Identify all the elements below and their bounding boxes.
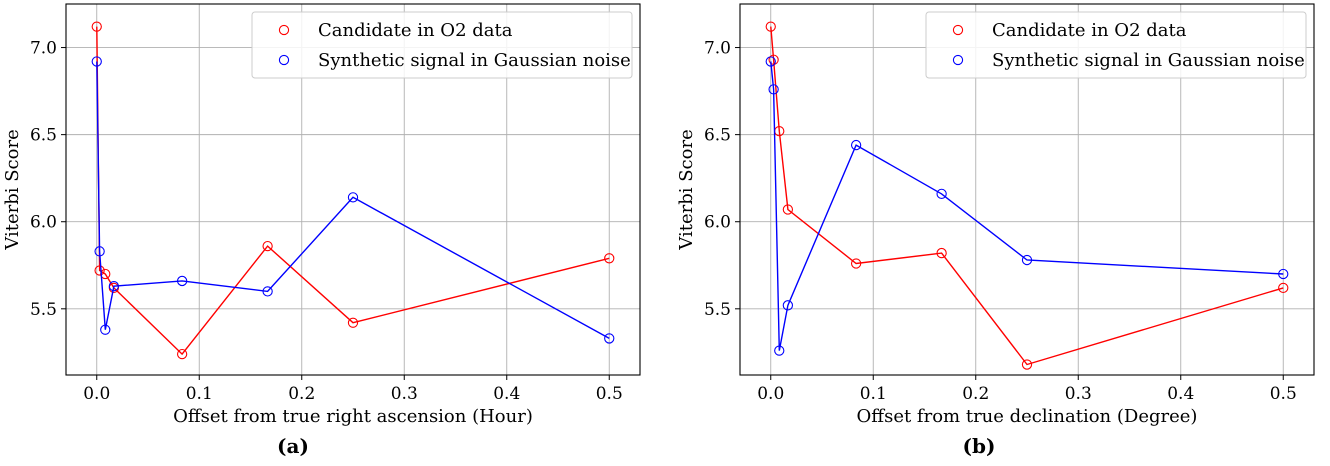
data-point	[94, 265, 105, 276]
x-tick-label: 0.5	[1270, 384, 1297, 404]
x-tick-label: 0.1	[860, 384, 887, 404]
y-tick-label: 6.0	[704, 213, 731, 233]
series-line-synthetic	[96, 61, 610, 340]
data-point	[91, 21, 102, 32]
data-point	[774, 345, 785, 356]
legend-marker	[278, 54, 290, 66]
x-tick-label: 0.4	[1167, 384, 1194, 404]
y-axis-label: Viterbi Score	[676, 129, 697, 250]
panel-caption-a: (a)	[277, 434, 309, 458]
data-point	[1278, 282, 1289, 294]
data-point	[850, 139, 862, 151]
x-tick-label: 0.4	[493, 384, 520, 404]
x-axis-label: Offset from true declination (Degree)	[857, 406, 1198, 427]
y-tick-label: 6.5	[704, 126, 731, 146]
data-point	[347, 317, 359, 328]
chart-panel-a: 0.0 0.1 0.2 0.3 0.4 0.5 5.5 6.0 6.5 7.0 Offset fro…	[2, 3, 641, 427]
data-point	[1021, 254, 1033, 266]
y-axis-label: Viterbi Score	[2, 129, 23, 250]
series-line-candidate	[770, 26, 1284, 366]
data-point	[604, 333, 615, 344]
legend-box	[925, 11, 1307, 79]
data-point	[91, 56, 102, 67]
data-point	[100, 324, 111, 335]
legend-label: Synthetic signal in Gaussian noise	[318, 50, 631, 71]
series-line-synthetic	[770, 61, 1284, 351]
data-point	[765, 56, 776, 67]
y-tick-label: 5.5	[704, 300, 731, 320]
data-point	[850, 258, 862, 269]
legend-box	[251, 11, 633, 79]
data-point	[347, 192, 359, 203]
legend-label: Candidate in O2 data	[992, 20, 1187, 41]
data-point	[262, 286, 273, 297]
x-tick-label: 0.5	[596, 384, 623, 404]
y-tick-label: 7.0	[30, 39, 57, 59]
data-point	[94, 246, 105, 257]
data-point	[1021, 359, 1033, 370]
y-tick-label: 7.0	[704, 39, 731, 59]
legend: Candidate in O2 data Synthetic signal in …	[251, 11, 633, 79]
x-tick-label: 0.3	[391, 384, 418, 404]
data-point	[604, 253, 615, 264]
legend-marker	[278, 24, 290, 36]
data-point	[176, 275, 188, 287]
data-point	[176, 348, 188, 360]
data-point	[108, 281, 120, 292]
data-point	[782, 204, 794, 215]
legend: Candidate in O2 data Synthetic signal in …	[925, 11, 1307, 79]
data-point	[768, 54, 779, 65]
axes-frame	[65, 3, 641, 376]
legend-marker	[952, 54, 964, 66]
legend-label: Candidate in O2 data	[318, 20, 513, 41]
data-point	[768, 84, 779, 95]
data-point	[936, 247, 947, 259]
chart-panel-b: 0.0 0.1 0.2 0.3 0.4 0.5 5.5 6.0 6.5 7.0 Offset fro…	[676, 3, 1315, 427]
x-tick-label: 0.3	[1065, 384, 1092, 404]
x-tick-label: 0.0	[83, 384, 110, 404]
y-tick-label: 6.5	[30, 126, 57, 146]
data-point	[1278, 268, 1289, 280]
legend-label: Synthetic signal in Gaussian noise	[992, 50, 1305, 71]
data-point	[765, 21, 776, 32]
x-axis-label: Offset from true right ascension (Hour)	[173, 406, 533, 427]
x-tick-label: 0.2	[962, 384, 989, 404]
y-tick-label: 5.5	[30, 300, 57, 320]
data-point	[262, 240, 273, 252]
axes-frame	[739, 3, 1315, 376]
x-tick-label: 0.2	[288, 384, 315, 404]
x-tick-label: 0.0	[757, 384, 784, 404]
legend-marker	[952, 24, 964, 36]
y-tick-label: 6.0	[30, 213, 57, 233]
x-tick-label: 0.1	[186, 384, 213, 404]
data-point	[782, 300, 794, 311]
data-point	[936, 188, 947, 200]
panel-caption-b: (b)	[962, 434, 996, 458]
